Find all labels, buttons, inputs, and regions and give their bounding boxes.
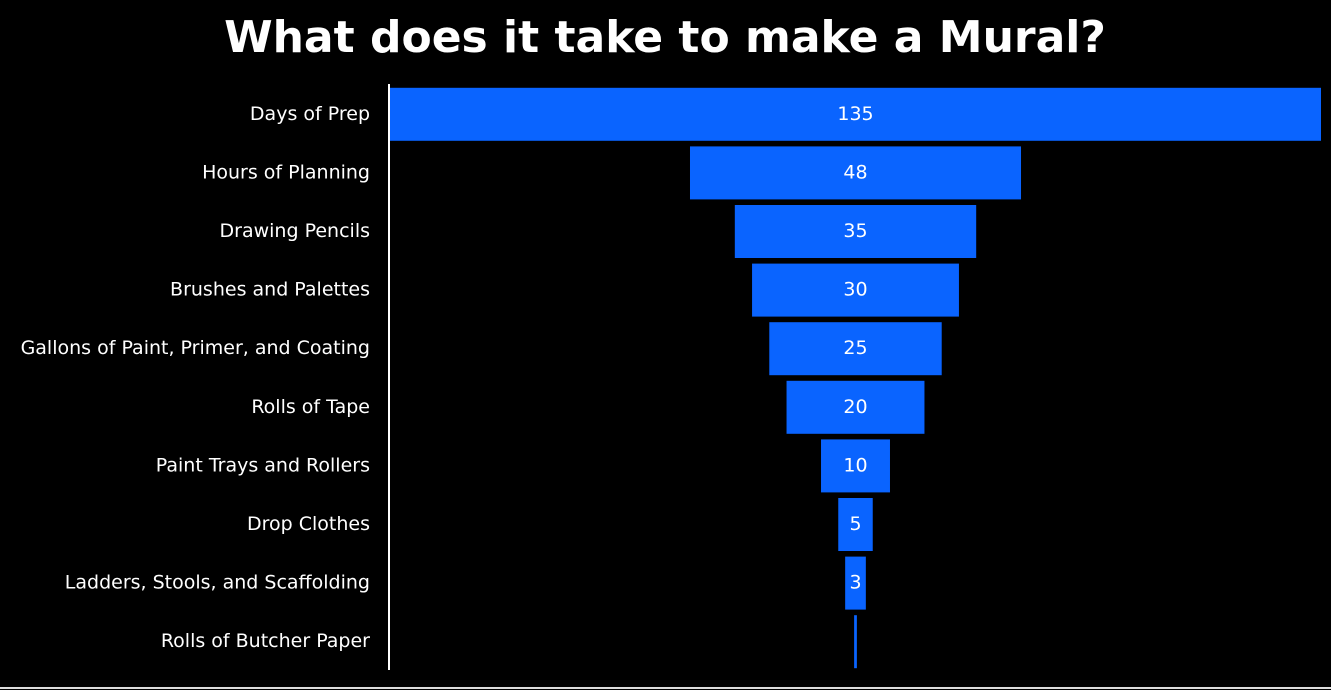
funnel-bar — [390, 87, 1321, 141]
category-label: Ladders, Stools, and Scaffolding — [65, 572, 370, 594]
value-label: 35 — [843, 220, 867, 242]
value-label: 30 — [843, 279, 867, 301]
category-label: Paint Trays and Rollers — [156, 454, 370, 476]
value-label: 48 — [843, 161, 867, 183]
category-label: Rolls of Butcher Paper — [161, 630, 370, 652]
chart-title: What does it take to make a Mural? — [224, 12, 1106, 63]
funnel-bar — [734, 205, 977, 258]
category-label: Rolls of Tape — [251, 396, 370, 418]
value-label: 10 — [843, 454, 867, 476]
value-label: 25 — [843, 337, 867, 359]
funnel-bar — [769, 322, 942, 376]
funnel-bar — [821, 439, 890, 493]
value-label: 135 — [837, 103, 873, 125]
funnel-bar — [752, 263, 959, 317]
value-label: 20 — [843, 396, 867, 418]
category-label: Gallons of Paint, Primer, and Coating — [21, 337, 370, 359]
category-label: Hours of Planning — [202, 161, 370, 183]
funnel-bar — [854, 615, 857, 669]
value-label: 5 — [849, 513, 861, 535]
category-label: Days of Prep — [250, 103, 370, 125]
funnel-bar — [838, 498, 873, 551]
category-label: Brushes and Palettes — [170, 279, 370, 301]
category-label: Drop Clothes — [247, 513, 370, 535]
funnel-bar — [786, 380, 925, 434]
value-label: 3 — [849, 572, 861, 594]
category-label: Drawing Pencils — [220, 220, 370, 242]
funnel-bar — [845, 556, 866, 610]
funnel-bar — [689, 146, 1022, 200]
